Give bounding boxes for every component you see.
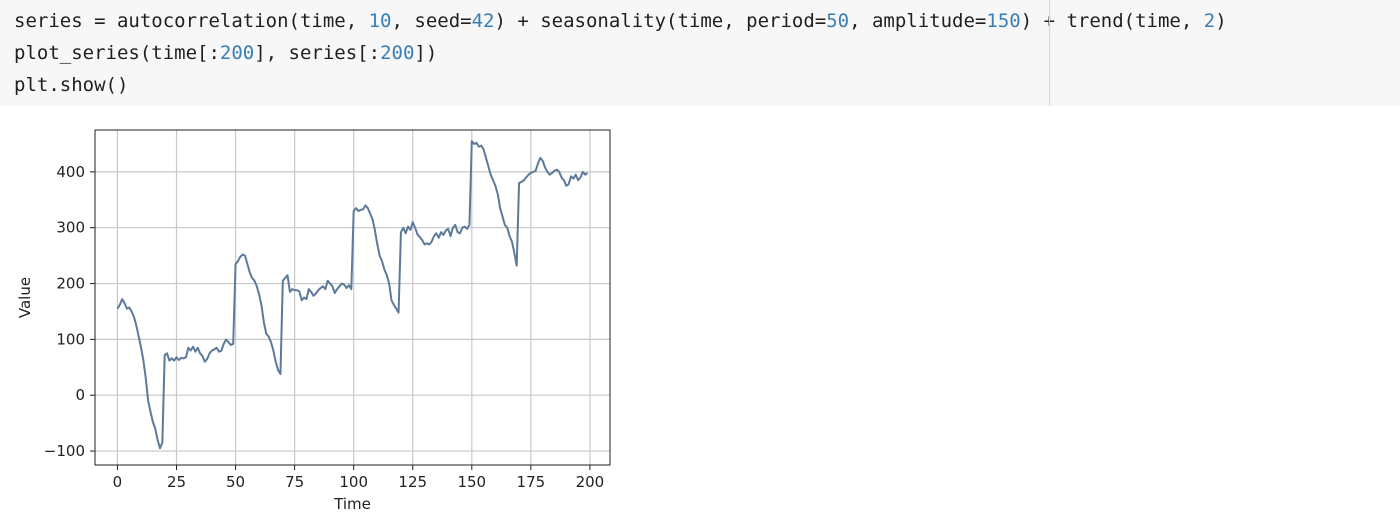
x-tick-label: 125 — [398, 473, 427, 491]
line-chart: 0 25 50 75 100 125 150 175 200−1000100200300400 … — [16, 129, 611, 513]
code-token: , amplitude= — [849, 10, 987, 32]
code-number-token: 2 — [1203, 10, 1216, 32]
code-token: series = autocorrelation(time, — [14, 10, 369, 32]
code-token: ) — [1215, 10, 1227, 32]
plot-frame — [94, 129, 611, 466]
code-cell[interactable]: series = autocorrelation(time, 10, seed=… — [0, 0, 1400, 106]
y-axis-label: Value — [16, 277, 34, 318]
series-line — [116, 140, 589, 450]
y-tick-label: −100 — [44, 442, 85, 460]
y-tick-label: 200 — [56, 275, 85, 293]
code-token: ) + seasonality(time, period= — [494, 10, 827, 32]
grid-lines — [95, 130, 610, 465]
code-token: , seed= — [391, 10, 472, 32]
code-number-token: 200 — [219, 42, 255, 64]
x-tick-label: 100 — [339, 473, 368, 491]
code-number-token: 200 — [380, 42, 415, 64]
cell-output: 0 25 50 75 100 125 150 175 200 −100 0 100 200 300 400 … — [0, 110, 640, 525]
y-tick-label: 100 — [56, 330, 85, 348]
code-number-token: 42 — [471, 10, 495, 32]
x-tick-label: 200 — [576, 473, 605, 491]
code-line: plot_series(time[:200], series[:200]) — [14, 37, 1227, 69]
x-tick-label: 25 — [167, 473, 186, 491]
code-token: ], series[: — [254, 42, 381, 64]
x-axis-label: Time — [333, 495, 371, 513]
x-tick-label: 75 — [285, 473, 304, 491]
y-tick-label: 400 — [56, 163, 85, 181]
code-token: ]) — [414, 42, 438, 64]
line-length-ruler — [1049, 0, 1050, 106]
axis-ticks: 0 25 50 75 100 125 150 175 200 −100 0 100 200 300 400 — [44, 163, 604, 491]
code-number-token: 150 — [986, 10, 1021, 32]
x-tick-label: 50 — [226, 473, 245, 491]
series-layer — [116, 140, 589, 450]
code-number-token: 50 — [826, 10, 850, 32]
code-line: plt.show() — [14, 69, 1227, 101]
x-tick-label: 175 — [517, 473, 546, 491]
code-number-token: 10 — [368, 10, 392, 32]
y-tick-label: 0 — [75, 386, 85, 404]
y-tick-label: 300 — [56, 219, 85, 237]
code-line: series = autocorrelation(time, 10, seed=… — [14, 5, 1227, 37]
x-tick-label: 150 — [457, 473, 486, 491]
code-token: plot_series(time[: — [14, 42, 220, 64]
code-token: plt.show() — [14, 74, 129, 96]
x-tick-label: 0 — [113, 473, 123, 491]
code-editor[interactable]: series = autocorrelation(time, 10, seed=… — [14, 5, 1227, 101]
